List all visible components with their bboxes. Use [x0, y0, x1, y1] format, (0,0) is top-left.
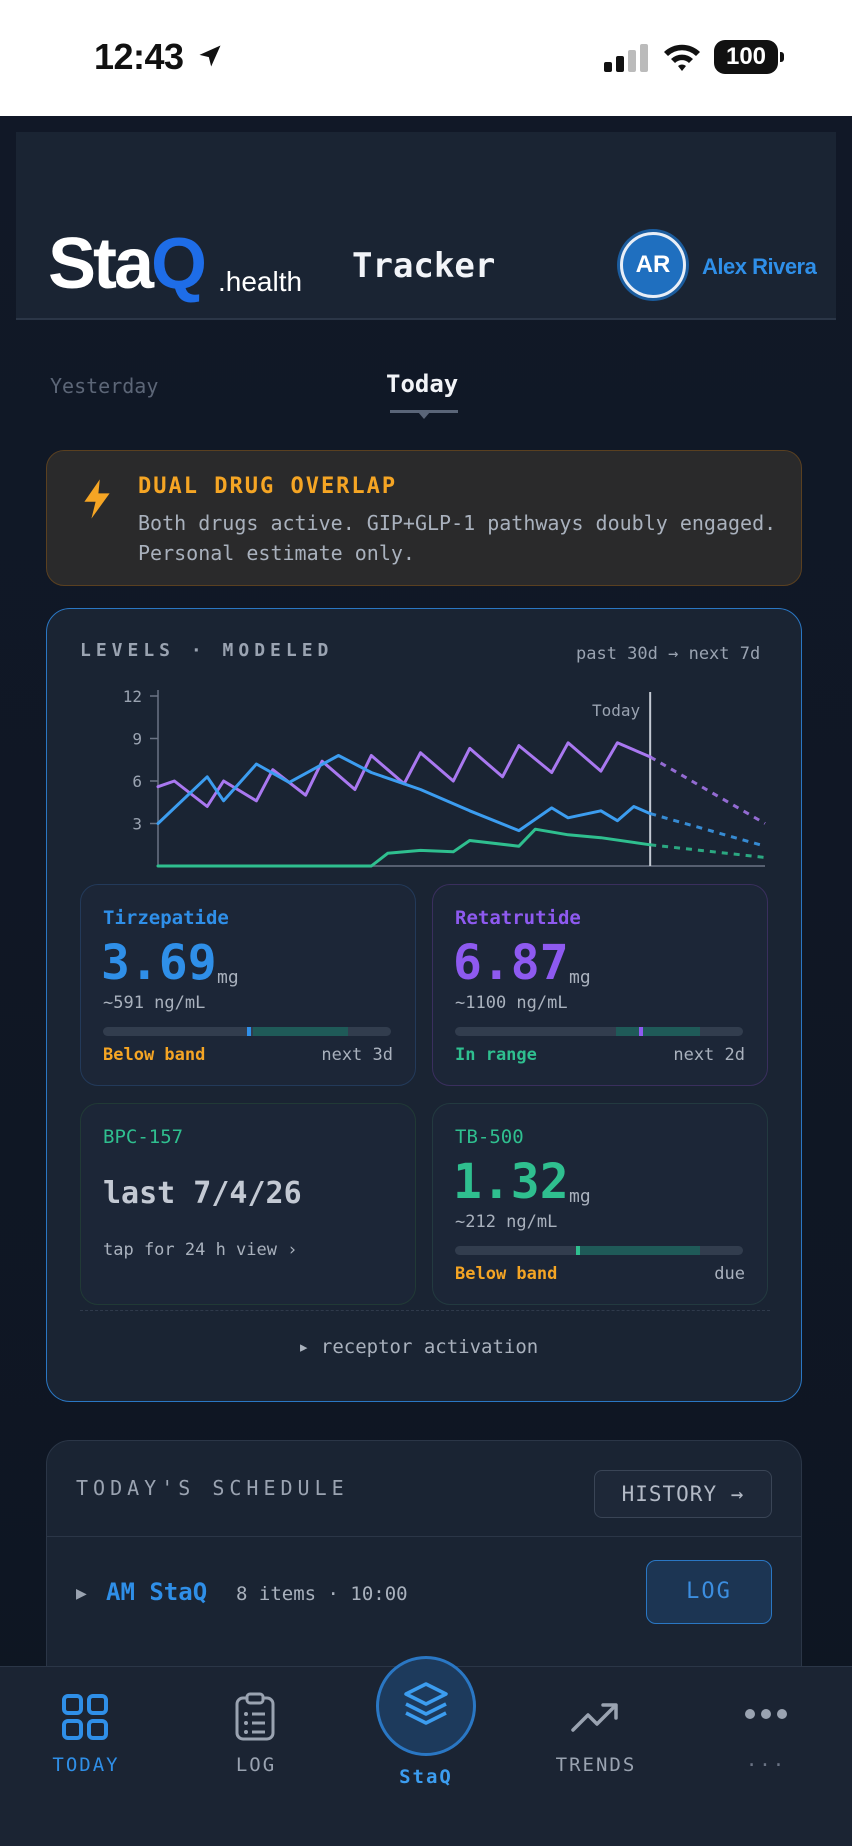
nav-more[interactable]: ···	[745, 1754, 787, 1776]
drug-concentration: ~1100 ng/mL	[455, 993, 568, 1013]
receptor-activation-toggle[interactable]: ▸ receptor activation	[298, 1336, 539, 1358]
expand-caret-icon[interactable]: ▶	[76, 1586, 87, 1602]
last-dose: last 7/4/26	[103, 1176, 302, 1211]
drug-unit: mg	[217, 967, 239, 988]
status-bar: 12:43 100	[0, 0, 852, 116]
lightning-icon	[84, 479, 110, 519]
history-button[interactable]: HISTORY →	[594, 1470, 772, 1518]
drug-status: Below band	[455, 1264, 558, 1284]
levels-chart[interactable]: 12 9 6 3 Today	[110, 680, 780, 880]
series-projection-tb-500	[650, 843, 766, 859]
y-tick-label: 9	[132, 730, 142, 749]
tab-yesterday[interactable]: Yesterday	[50, 374, 159, 398]
therapeutic-band	[252, 1027, 348, 1036]
schedule-title: TODAY'S SCHEDULE	[76, 1476, 349, 1500]
view-24h-link[interactable]: tap for 24 h view ›	[103, 1240, 298, 1260]
series-line-tb-500	[156, 827, 652, 868]
series-projection-tirzepatide	[649, 812, 766, 848]
nav-trends[interactable]: TRENDS	[555, 1754, 637, 1776]
page-title: Tracker	[352, 246, 496, 286]
cellular-signal-icon	[604, 44, 648, 72]
drug-status: In range	[455, 1045, 537, 1065]
log-button[interactable]: LOG	[646, 1560, 772, 1624]
app-header	[16, 132, 836, 320]
drug-unit: mg	[569, 1186, 591, 1207]
level-marker	[575, 1246, 580, 1255]
therapeutic-band	[575, 1246, 700, 1255]
drug-card-tirzepatide[interactable]: Tirzepatide 3.69 mg ~591 ng/mL Below ban…	[80, 884, 416, 1086]
battery-indicator: 100	[714, 40, 784, 74]
divider	[80, 1310, 770, 1311]
level-marker	[247, 1027, 251, 1036]
drug-name: Retatrutide	[455, 907, 581, 929]
trend-icon[interactable]	[570, 1700, 620, 1734]
level-bar	[455, 1246, 743, 1255]
y-tick-label: 12	[123, 687, 142, 706]
therapeutic-band	[616, 1027, 700, 1036]
more-icon[interactable]	[744, 1708, 788, 1720]
drug-value: 1.32	[453, 1154, 569, 1210]
nav-staq[interactable]: StaQ	[399, 1766, 453, 1788]
grid-icon[interactable]	[62, 1694, 108, 1740]
tab-today[interactable]: Today	[386, 370, 459, 398]
location-arrow-icon	[199, 45, 221, 67]
divider	[46, 1536, 802, 1537]
levels-range: past 30d → next 7d	[576, 644, 761, 664]
drug-name: BPC-157	[103, 1126, 184, 1148]
user-name[interactable]: Alex Rivera	[702, 254, 817, 279]
series-line-tirzepatide	[156, 754, 652, 833]
layers-icon[interactable]	[400, 1678, 452, 1730]
drug-concentration: ~212 ng/mL	[455, 1212, 558, 1232]
next-dose: next 2d	[673, 1045, 745, 1065]
nav-today[interactable]: TODAY	[52, 1754, 120, 1776]
series-projection-retatrutide	[649, 755, 766, 825]
nav-staq-button[interactable]	[376, 1656, 476, 1756]
levels-title: LEVELS · MODELED	[80, 640, 334, 661]
logo-main: Sta	[48, 224, 154, 304]
logo-suffix: .health	[218, 266, 303, 297]
tab-indicator	[390, 410, 458, 413]
alert-body: Both drugs active. GIP+GLP-1 pathways do…	[138, 511, 777, 565]
today-label: Today	[592, 701, 641, 720]
avatar[interactable]: AR	[620, 232, 686, 298]
clipboard-icon[interactable]	[234, 1692, 276, 1742]
schedule-row-name[interactable]: AM StaQ	[106, 1578, 208, 1606]
logo-q: Q	[151, 224, 207, 304]
level-bar	[455, 1027, 743, 1036]
drug-card-bpc157[interactable]: BPC-157 last 7/4/26 tap for 24 h view ›	[80, 1103, 416, 1305]
series-line-retatrutide	[156, 741, 652, 808]
alert-title: DUAL DRUG OVERLAP	[138, 474, 398, 499]
drug-concentration: ~591 ng/mL	[103, 993, 206, 1013]
schedule-row-meta: 8 items · 10:00	[236, 1583, 408, 1605]
drug-status: Below band	[103, 1045, 206, 1065]
next-dose: due	[714, 1264, 745, 1284]
logo[interactable]: StaQ	[48, 228, 207, 300]
drug-card-tb500[interactable]: TB-500 1.32 mg ~212 ng/mL Below band due	[432, 1103, 768, 1305]
nav-log[interactable]: LOG	[235, 1754, 277, 1776]
overlap-alert	[46, 450, 802, 586]
drug-name: TB-500	[455, 1126, 524, 1148]
y-tick-label: 3	[132, 815, 142, 834]
level-marker	[639, 1027, 644, 1036]
next-dose: next 3d	[321, 1045, 393, 1065]
level-bar	[103, 1027, 391, 1036]
drug-value: 6.87	[453, 935, 569, 991]
tab-caret	[418, 412, 430, 419]
y-tick-label: 6	[132, 772, 142, 791]
drug-name: Tirzepatide	[103, 907, 229, 929]
status-time: 12:43	[94, 36, 184, 77]
wifi-icon	[664, 44, 700, 71]
drug-value: 3.69	[101, 935, 217, 991]
drug-unit: mg	[569, 967, 591, 988]
drug-card-retatrutide[interactable]: Retatrutide 6.87 mg ~1100 ng/mL In range…	[432, 884, 768, 1086]
